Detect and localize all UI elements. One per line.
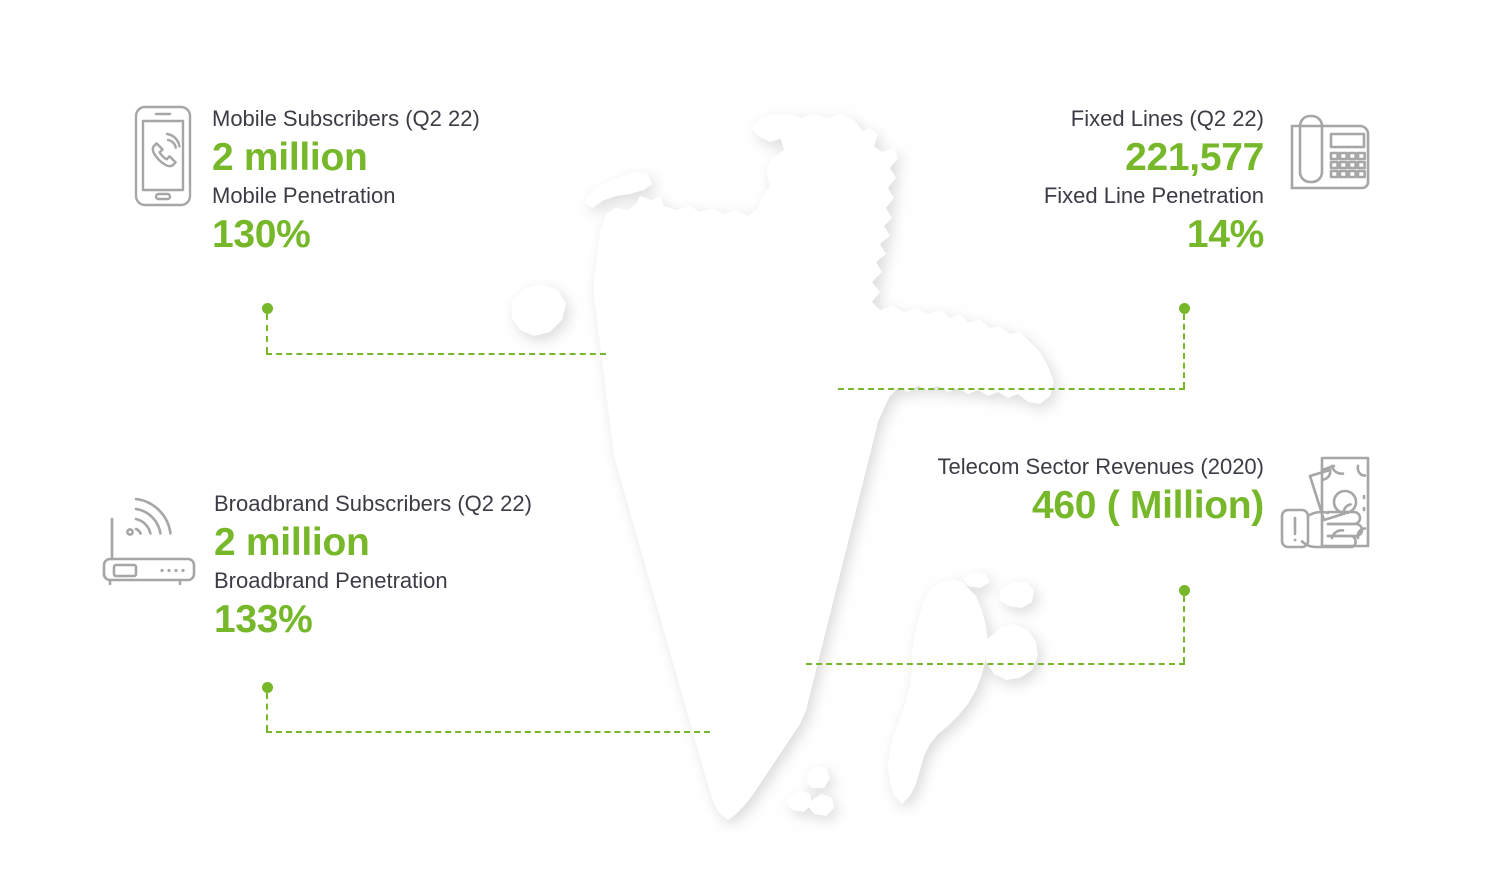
wifi-router-icon: [100, 489, 196, 585]
money-hand-icon: [1278, 452, 1374, 554]
broadband-subscribers-label: Broadbrand Subscribers (Q2 22): [214, 491, 532, 516]
mobile-penetration-label: Mobile Penetration: [212, 183, 396, 208]
connector-horizontal-mobile: [266, 353, 606, 355]
fixed-lines-label: Fixed Lines (Q2 22): [1070, 106, 1264, 131]
mobile-penetration-value: 130%: [212, 213, 311, 256]
broadband-subscribers-value: 2 million: [214, 521, 370, 564]
stat-text-broadband: Broadbrand Subscribers (Q2 22) 2 million…: [196, 489, 532, 643]
broadband-penetration-value: 133%: [214, 598, 313, 641]
stat-block-broadband: Broadbrand Subscribers (Q2 22) 2 million…: [100, 489, 532, 643]
stat-block-mobile: Mobile Subscribers (Q2 22) 2 million Mob…: [132, 104, 480, 258]
stat-block-fixed: Fixed Lines (Q2 22) 221,577 Fixed Line P…: [1044, 104, 1374, 258]
connector-broadband: [262, 682, 710, 742]
stat-block-revenue: Telecom Sector Revenues (2020) 460 ( Mil…: [932, 452, 1374, 554]
connector-dot-broadband: [262, 682, 273, 693]
connector-vertical-broadband: [266, 693, 268, 731]
mobile-phone-icon: [132, 104, 194, 208]
stat-text-fixed: Fixed Lines (Q2 22) 221,577 Fixed Line P…: [1044, 104, 1278, 258]
mobile-subscribers-value: 2 million: [212, 136, 368, 179]
connector-vertical-fixed: [1183, 314, 1185, 388]
connector-dot-fixed: [1179, 303, 1190, 314]
stat-text-mobile: Mobile Subscribers (Q2 22) 2 million Mob…: [194, 104, 480, 258]
connector-vertical-mobile: [266, 314, 268, 353]
connector-horizontal-revenue: [806, 663, 1185, 665]
fixed-line-penetration-label: Fixed Line Penetration: [1043, 183, 1264, 208]
connector-fixed: [838, 303, 1190, 398]
connector-dot-revenue: [1179, 585, 1190, 596]
telecom-revenues-value: 460 ( Million): [1032, 484, 1264, 527]
fixed-lines-value: 221,577: [1125, 136, 1264, 179]
stat-text-revenue: Telecom Sector Revenues (2020) 460 ( Mil…: [932, 452, 1278, 529]
fixed-line-penetration-value: 14%: [1186, 213, 1264, 256]
connector-horizontal-fixed: [838, 388, 1185, 390]
mobile-subscribers-label: Mobile Subscribers (Q2 22): [212, 106, 480, 131]
desk-phone-icon: [1278, 104, 1374, 200]
connector-revenue: [806, 585, 1190, 673]
connector-dot-mobile: [262, 303, 273, 314]
telecom-revenues-label: Telecom Sector Revenues (2020): [937, 454, 1265, 479]
connector-vertical-revenue: [1183, 596, 1185, 663]
connector-horizontal-broadband: [266, 731, 710, 733]
broadband-penetration-label: Broadbrand Penetration: [214, 568, 448, 593]
connector-mobile: [262, 303, 606, 363]
